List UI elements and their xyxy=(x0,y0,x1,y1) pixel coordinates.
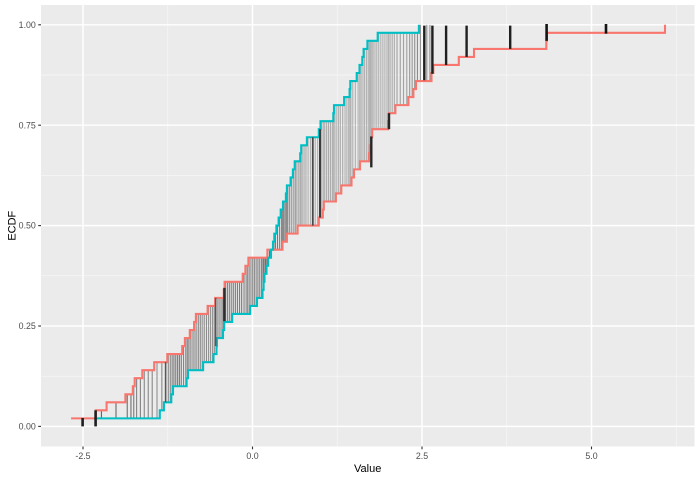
svg-text:5.0: 5.0 xyxy=(585,451,597,461)
svg-text:Value: Value xyxy=(354,463,381,475)
svg-text:1.00: 1.00 xyxy=(19,20,36,30)
svg-text:0.75: 0.75 xyxy=(19,120,36,130)
svg-text:0.0: 0.0 xyxy=(246,451,258,461)
svg-text:0.50: 0.50 xyxy=(19,221,36,231)
svg-text:0.00: 0.00 xyxy=(19,422,36,432)
svg-text:ECDF: ECDF xyxy=(7,210,19,240)
svg-text:2.5: 2.5 xyxy=(416,451,428,461)
svg-text:0.25: 0.25 xyxy=(19,321,36,331)
svg-text:-2.5: -2.5 xyxy=(75,451,90,461)
